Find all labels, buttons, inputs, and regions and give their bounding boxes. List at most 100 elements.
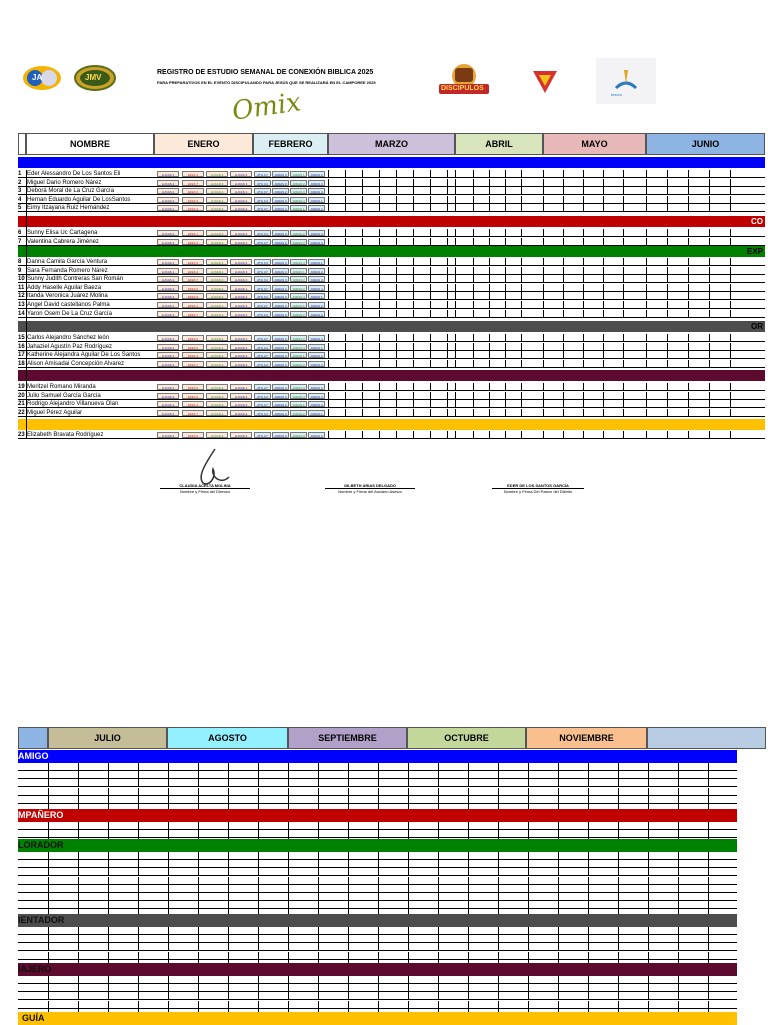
reading-cell[interactable]: EFES 6 bbox=[182, 384, 204, 390]
reading-cell[interactable]: JUDAS 4 bbox=[272, 171, 289, 177]
reading-cell[interactable]: JUDAS 1 bbox=[290, 352, 307, 359]
reading-cell[interactable]: JUDAS 4 bbox=[308, 335, 325, 341]
reading-cell[interactable]: LUCAS 4 bbox=[206, 267, 228, 274]
reading-cell[interactable]: LUCAS 3 bbox=[230, 401, 252, 408]
reading-cell[interactable]: JUDAS 3 bbox=[308, 392, 325, 399]
reading-cell[interactable]: LUCAS 3 bbox=[157, 335, 179, 341]
reading-cell[interactable]: LUCAS 3 bbox=[206, 205, 228, 212]
reading-cell[interactable]: EFES 4 bbox=[182, 302, 204, 308]
reading-cell[interactable]: JUDAS 3 bbox=[290, 432, 307, 438]
reading-cell[interactable]: EFES 7 bbox=[182, 230, 204, 236]
reading-cell[interactable]: JUDAS 3 bbox=[272, 179, 289, 186]
reading-cell[interactable]: JUDAS 3 bbox=[272, 409, 289, 416]
reading-cell[interactable]: JUDAS 4 bbox=[290, 293, 307, 300]
reading-cell[interactable]: LUCAS 2 bbox=[206, 392, 228, 399]
reading-cell[interactable]: JUDAS 4 bbox=[308, 284, 325, 291]
reading-cell[interactable]: LUCAS 4 bbox=[157, 343, 179, 350]
reading-cell[interactable]: JUDAS 3 bbox=[290, 238, 307, 245]
reading-cell[interactable]: JUDAS 3 bbox=[272, 259, 289, 265]
reading-cell[interactable]: 2TG C7 bbox=[254, 432, 271, 438]
reading-cell[interactable]: JUDAS 2 bbox=[308, 171, 325, 177]
reading-cell[interactable]: EFES 4 bbox=[182, 267, 204, 274]
reading-cell[interactable]: EFES 4 bbox=[182, 401, 204, 408]
reading-cell[interactable]: LUCAS 1 bbox=[230, 188, 252, 195]
reading-cell[interactable]: 2TG C7 bbox=[254, 302, 271, 308]
reading-cell[interactable]: JUDAS 4 bbox=[272, 384, 289, 390]
reading-cell[interactable]: JUDAS 1 bbox=[308, 196, 325, 203]
reading-cell[interactable]: EFES 7 bbox=[182, 276, 204, 283]
reading-cell[interactable]: 2TG C4 bbox=[254, 293, 271, 300]
reading-cell[interactable]: JUDAS 2 bbox=[272, 401, 289, 408]
reading-cell[interactable]: LUCAS 3 bbox=[230, 352, 252, 359]
reading-cell[interactable]: LUCAS 2 bbox=[206, 352, 228, 359]
reading-cell[interactable]: JUDAS 2 bbox=[290, 276, 307, 283]
reading-cell[interactable]: EFES 5 bbox=[182, 259, 204, 265]
reading-cell[interactable]: JUDAS 4 bbox=[290, 196, 307, 203]
reading-cell[interactable]: JUDAS 2 bbox=[308, 205, 325, 212]
reading-cell[interactable]: EFES 5 bbox=[182, 392, 204, 399]
reading-cell[interactable]: JUDAS 3 bbox=[308, 276, 325, 283]
reading-cell[interactable]: 2TG C7 bbox=[254, 384, 271, 390]
reading-cell[interactable]: LUCAS 4 bbox=[230, 310, 252, 317]
reading-cell[interactable]: LUCAS 3 bbox=[206, 196, 228, 203]
reading-cell[interactable]: EFES 5 bbox=[182, 343, 204, 350]
reading-cell[interactable]: JUDAS 3 bbox=[272, 310, 289, 317]
reading-cell[interactable]: LUCAS 4 bbox=[230, 409, 252, 416]
reading-cell[interactable]: LUCAS 4 bbox=[157, 259, 179, 265]
reading-cell[interactable]: JUDAS 3 bbox=[308, 310, 325, 317]
reading-cell[interactable]: LUCAS 2 bbox=[157, 276, 179, 283]
reading-cell[interactable]: JUDAS 1 bbox=[290, 401, 307, 408]
reading-cell[interactable]: LUCAS 3 bbox=[206, 343, 228, 350]
reading-cell[interactable]: LUCAS 2 bbox=[230, 293, 252, 300]
reading-cell[interactable]: JUDAS 2 bbox=[308, 302, 325, 308]
reading-cell[interactable]: LUCAS 4 bbox=[157, 293, 179, 300]
reading-cell[interactable]: LUCAS 2 bbox=[230, 392, 252, 399]
reading-cell[interactable]: JUDAS 4 bbox=[272, 432, 289, 438]
reading-cell[interactable]: 2TG C7 bbox=[254, 238, 271, 245]
reading-cell[interactable]: 2TG C7 bbox=[254, 335, 271, 341]
reading-cell[interactable]: EFES 6 bbox=[182, 335, 204, 341]
reading-cell[interactable]: EFES 4 bbox=[182, 171, 204, 177]
reading-cell[interactable]: 2TG C7 bbox=[254, 171, 271, 177]
reading-cell[interactable]: JUDAS 2 bbox=[290, 179, 307, 186]
reading-cell[interactable]: LUCAS 2 bbox=[230, 205, 252, 212]
reading-cell[interactable]: LUCAS 5 bbox=[206, 179, 228, 186]
reading-cell[interactable]: JUDAS 3 bbox=[290, 188, 307, 195]
reading-cell[interactable]: 2TG C4 bbox=[254, 259, 271, 265]
reading-cell[interactable]: JUDAS 1 bbox=[308, 343, 325, 350]
reading-cell[interactable]: 2TG C7 bbox=[254, 284, 271, 291]
reading-cell[interactable]: LUCAS 1 bbox=[157, 267, 179, 274]
reading-cell[interactable]: JUDAS 4 bbox=[272, 267, 289, 274]
reading-cell[interactable]: LUCAS 1 bbox=[230, 284, 252, 291]
reading-cell[interactable]: EFES 4 bbox=[182, 352, 204, 359]
reading-cell[interactable]: JUDAS 2 bbox=[272, 238, 289, 245]
reading-cell[interactable]: LUCAS 3 bbox=[206, 310, 228, 317]
reading-cell[interactable]: JUDAS 2 bbox=[308, 267, 325, 274]
reading-cell[interactable]: 2TG C4 bbox=[254, 392, 271, 399]
reading-cell[interactable]: LUCAS 3 bbox=[206, 401, 228, 408]
reading-cell[interactable]: EFES 6 bbox=[182, 432, 204, 438]
reading-cell[interactable]: JUDAS 1 bbox=[290, 171, 307, 177]
reading-cell[interactable]: LUCAS 4 bbox=[206, 409, 228, 416]
reading-cell[interactable]: LUCAS 3 bbox=[206, 360, 228, 367]
reading-cell[interactable]: LUCAS 1 bbox=[230, 238, 252, 245]
reading-cell[interactable]: LUCAS 2 bbox=[206, 276, 228, 283]
reading-cell[interactable]: LUCAS 3 bbox=[230, 179, 252, 186]
reading-cell[interactable]: 2TG C4 bbox=[254, 409, 271, 416]
reading-cell[interactable]: LUCAS 4 bbox=[230, 276, 252, 283]
reading-cell[interactable]: JUDAS 3 bbox=[272, 196, 289, 203]
reading-cell[interactable]: JUDAS 2 bbox=[308, 384, 325, 390]
reading-cell[interactable]: JUDAS 3 bbox=[272, 230, 289, 236]
reading-cell[interactable]: JUDAS 1 bbox=[290, 302, 307, 308]
reading-cell[interactable]: JUDAS 4 bbox=[290, 392, 307, 399]
reading-cell[interactable]: 2TG C7 bbox=[254, 267, 271, 274]
reading-cell[interactable]: 2TG C4 bbox=[254, 276, 271, 283]
reading-cell[interactable]: 2TG C7 bbox=[254, 352, 271, 359]
reading-cell[interactable]: LUCAS 3 bbox=[230, 171, 252, 177]
reading-cell[interactable]: EFES 7 bbox=[182, 179, 204, 186]
reading-cell[interactable]: JUDAS 3 bbox=[272, 392, 289, 399]
reading-cell[interactable]: JUDAS 4 bbox=[308, 188, 325, 195]
reading-cell[interactable]: LUCAS 3 bbox=[206, 259, 228, 265]
reading-cell[interactable]: JUDAS 4 bbox=[272, 352, 289, 359]
reading-cell[interactable]: 2TG C7 bbox=[254, 401, 271, 408]
